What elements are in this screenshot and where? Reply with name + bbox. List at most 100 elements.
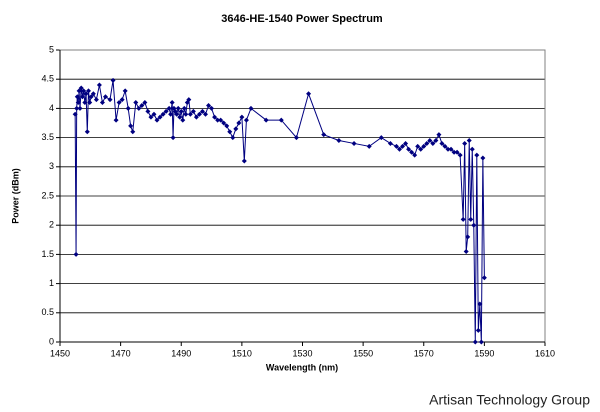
data-point <box>88 94 94 100</box>
data-point <box>133 100 139 106</box>
data-point <box>454 149 460 155</box>
data-point <box>233 126 239 132</box>
data-point <box>142 100 148 106</box>
x-tick-label: 1550 <box>353 348 373 358</box>
data-point <box>469 146 475 152</box>
data-point <box>154 117 160 123</box>
y-tick-label: 2.5 <box>41 190 54 200</box>
data-point <box>293 135 299 141</box>
data-point <box>199 108 205 114</box>
data-point <box>187 111 193 117</box>
data-point <box>378 135 384 141</box>
data-point <box>424 140 430 146</box>
data-point <box>387 140 393 146</box>
data-point <box>468 216 474 222</box>
data-point <box>81 88 87 94</box>
data-point <box>462 140 468 146</box>
x-tick-label: 1530 <box>292 348 312 358</box>
y-axis-label: Power (dBm) <box>10 168 20 224</box>
data-point <box>239 114 245 120</box>
data-point <box>427 138 433 144</box>
data-point <box>366 143 372 149</box>
y-tick-label: 0 <box>49 336 54 346</box>
data-point <box>72 111 78 117</box>
data-point <box>73 251 79 257</box>
data-point <box>168 111 174 117</box>
data-point <box>186 97 192 103</box>
data-point <box>418 146 424 152</box>
data-point <box>351 140 357 146</box>
data-point <box>336 138 342 144</box>
data-point <box>178 108 184 114</box>
data-point <box>160 111 166 117</box>
data-point <box>82 100 88 106</box>
data-point <box>196 111 202 117</box>
data-point <box>116 100 122 106</box>
y-tick-label: 1 <box>49 278 54 288</box>
data-point <box>481 275 487 281</box>
data-point <box>183 111 189 117</box>
data-point <box>180 117 186 123</box>
data-point <box>102 94 108 100</box>
data-point <box>227 129 233 135</box>
data-point <box>87 100 93 106</box>
y-tick-label: 1.5 <box>41 249 54 259</box>
data-point <box>96 82 102 88</box>
data-point <box>169 100 175 106</box>
data-point <box>130 129 136 135</box>
data-point <box>190 108 196 114</box>
y-tick-label: 0.5 <box>41 307 54 317</box>
x-tick-label: 1570 <box>414 348 434 358</box>
data-point <box>136 105 142 111</box>
data-point <box>83 91 89 97</box>
x-tick-label: 1510 <box>232 348 252 358</box>
data-point <box>166 105 172 111</box>
data-point <box>181 105 187 111</box>
data-point <box>465 234 471 240</box>
data-point <box>400 143 406 149</box>
data-point <box>436 132 442 138</box>
data-point <box>471 222 477 228</box>
data-point <box>99 100 105 106</box>
data-line <box>74 80 485 343</box>
data-point <box>148 114 154 120</box>
data-point <box>128 123 134 129</box>
data-point <box>421 143 427 149</box>
data-point <box>110 77 116 83</box>
data-point <box>93 97 99 103</box>
y-tick-label: 4.5 <box>41 74 54 84</box>
data-point <box>221 120 227 126</box>
data-point <box>78 85 84 91</box>
data-point <box>203 111 208 117</box>
data-point <box>77 105 83 111</box>
data-point <box>306 91 312 97</box>
data-point <box>74 105 80 111</box>
data-point <box>439 140 445 146</box>
x-axis-label: Wavelength (nm) <box>266 362 338 372</box>
data-point <box>119 97 125 103</box>
data-point <box>460 216 466 222</box>
data-point <box>480 155 486 161</box>
y-tick-label: 3.5 <box>41 132 54 142</box>
x-tick-label: 1450 <box>50 348 70 358</box>
data-point <box>433 138 439 144</box>
data-point <box>278 117 284 123</box>
data-point <box>145 108 151 114</box>
data-point <box>224 123 230 129</box>
data-point <box>448 146 454 152</box>
data-point <box>409 149 415 155</box>
data-point <box>193 114 199 120</box>
data-point <box>442 143 448 149</box>
x-tick-label: 1590 <box>474 348 494 358</box>
data-point <box>263 117 269 123</box>
chart-title: 3646-HE-1540 Power Spectrum <box>221 13 383 25</box>
data-point <box>76 88 82 94</box>
data-point <box>472 339 478 345</box>
data-point <box>474 152 480 158</box>
data-point <box>475 327 481 333</box>
data-point <box>218 117 224 123</box>
data-point <box>139 102 145 108</box>
data-point <box>412 152 418 158</box>
data-point <box>177 114 183 120</box>
